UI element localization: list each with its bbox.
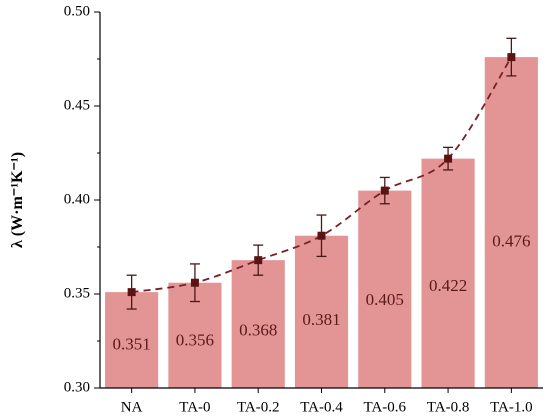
x-tick-label-TA-0.2: TA-0.2 [237, 399, 280, 415]
bar-TA-0.4 [294, 235, 349, 388]
labels-group: 0.351 0.356 0.368 0.381 0.405 0.422 0.476 [113, 231, 531, 353]
marker-TA-0.8 [444, 154, 453, 163]
y-tick-label-0.35: 0.35 [64, 285, 90, 301]
data-label-TA-0.4: 0.381 [302, 310, 340, 329]
marker-TA-0.4 [317, 231, 326, 240]
data-label-TA-0.6: 0.405 [366, 290, 404, 309]
marker-TA-0.2 [254, 256, 263, 265]
marker-TA-1.0 [507, 53, 516, 62]
x-tick-label-TA-0.6: TA-0.6 [364, 399, 407, 415]
x-tick-label-TA-0: TA-0 [179, 399, 210, 415]
y-tick-label-0.45: 0.45 [64, 97, 90, 113]
y-tick-label-0.30: 0.30 [64, 379, 90, 395]
data-label-NA: 0.351 [113, 335, 151, 354]
data-label-TA-0: 0.356 [176, 331, 214, 350]
y-tick-label-0.50: 0.50 [64, 3, 90, 19]
bar-TA-0.2 [231, 260, 285, 388]
bars-group [105, 57, 538, 389]
x-tick-label-TA-1.0: TA-1.0 [490, 399, 533, 415]
y-axis-label: λ (W·m⁻¹K⁻¹) [9, 152, 26, 248]
axes-group: 0.30 0.35 0.40 0.45 0.50 NA TA-0 TA-0.2 TA-0.4 TA… [64, 3, 543, 415]
trend-group [126, 37, 517, 310]
y-tick-label-0.40: 0.40 [64, 191, 90, 207]
marker-TA-0 [190, 278, 199, 287]
data-label-TA-0.2: 0.368 [239, 321, 277, 340]
bar-TA-0.6 [358, 190, 412, 388]
x-tick-label-NA: NA [121, 399, 143, 415]
marker-TA-0.6 [380, 186, 389, 195]
data-label-TA-0.8: 0.422 [429, 276, 467, 295]
data-label-TA-1.0: 0.476 [492, 231, 530, 250]
marker-NA [127, 288, 136, 297]
bar-TA-0.8 [421, 158, 475, 388]
x-tick-label-TA-0.8: TA-0.8 [427, 399, 470, 415]
bar-TA-1.0 [484, 57, 538, 389]
x-tick-label-TA-0.4: TA-0.4 [300, 399, 343, 415]
